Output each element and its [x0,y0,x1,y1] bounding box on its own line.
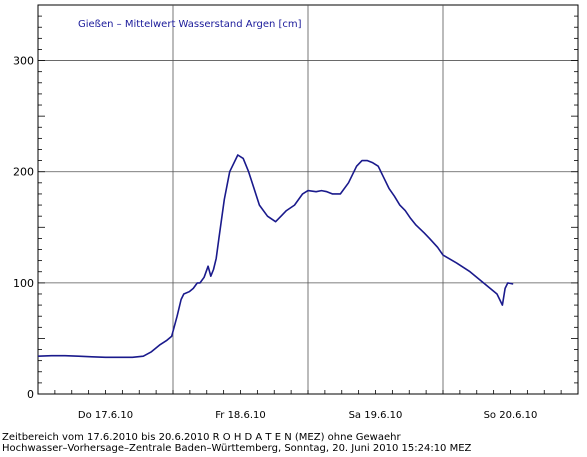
footer-line-1: Zeitbereich vom 17.6.2010 bis 20.6.2010 … [2,432,401,443]
y-tick-label: 100 [13,277,34,290]
footer-line-2: Hochwasser–Vorhersage–Zentrale Baden–Wür… [2,443,472,454]
grid [38,5,578,394]
y-tick-label: 0 [27,388,34,401]
series-group [37,154,514,359]
x-tick-labels: Do 17.6.10 Fr 18.6.10 Sa 19.6.10 So 20.6.10 [78,410,538,421]
x-tick-label: Fr 18.6.10 [215,410,265,421]
x-tick-label: Do 17.6.10 [78,410,133,421]
y-tick-labels: 0 100 200 300 [13,55,34,401]
x-tick-label: Sa 19.6.10 [349,410,403,421]
series-line [37,154,514,359]
y-tick-label: 300 [13,55,34,68]
chart-title: Gießen – Mittelwert Wasserstand Argen [c… [78,19,302,30]
minor-ticks [37,4,579,395]
x-tick-label: So 20.6.10 [484,410,538,421]
y-tick-label: 200 [13,166,34,179]
